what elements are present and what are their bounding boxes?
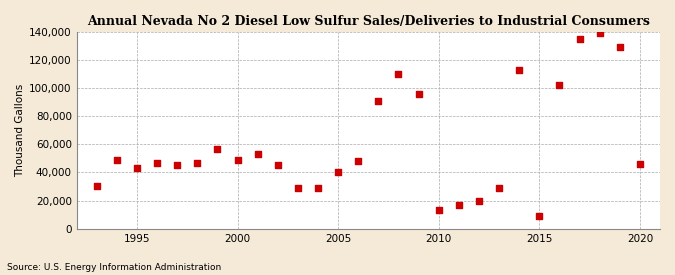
Point [614, 45, 625, 50]
Point [493, 186, 504, 190]
Point [192, 160, 202, 165]
Point [594, 31, 605, 35]
Point [393, 72, 404, 76]
Point [574, 37, 585, 41]
Point [252, 152, 263, 156]
Point [634, 162, 645, 166]
Y-axis label: Thousand Gallons: Thousand Gallons [15, 84, 25, 177]
Text: Source: U.S. Energy Information Administration: Source: U.S. Energy Information Administ… [7, 263, 221, 272]
Point [474, 198, 485, 203]
Point [454, 203, 464, 207]
Point [353, 159, 364, 163]
Point [433, 208, 444, 213]
Point [212, 146, 223, 151]
Point [534, 214, 545, 218]
Point [132, 166, 142, 170]
Point [152, 160, 163, 165]
Point [232, 158, 243, 162]
Point [413, 92, 424, 96]
Point [172, 163, 183, 168]
Point [111, 158, 122, 162]
Point [91, 184, 102, 189]
Title: Annual Nevada No 2 Diesel Low Sulfur Sales/Deliveries to Industrial Consumers: Annual Nevada No 2 Diesel Low Sulfur Sal… [87, 15, 650, 28]
Point [373, 98, 384, 103]
Point [292, 186, 303, 190]
Point [554, 83, 565, 87]
Point [333, 170, 344, 175]
Point [273, 163, 284, 168]
Point [313, 186, 323, 190]
Point [514, 68, 524, 72]
